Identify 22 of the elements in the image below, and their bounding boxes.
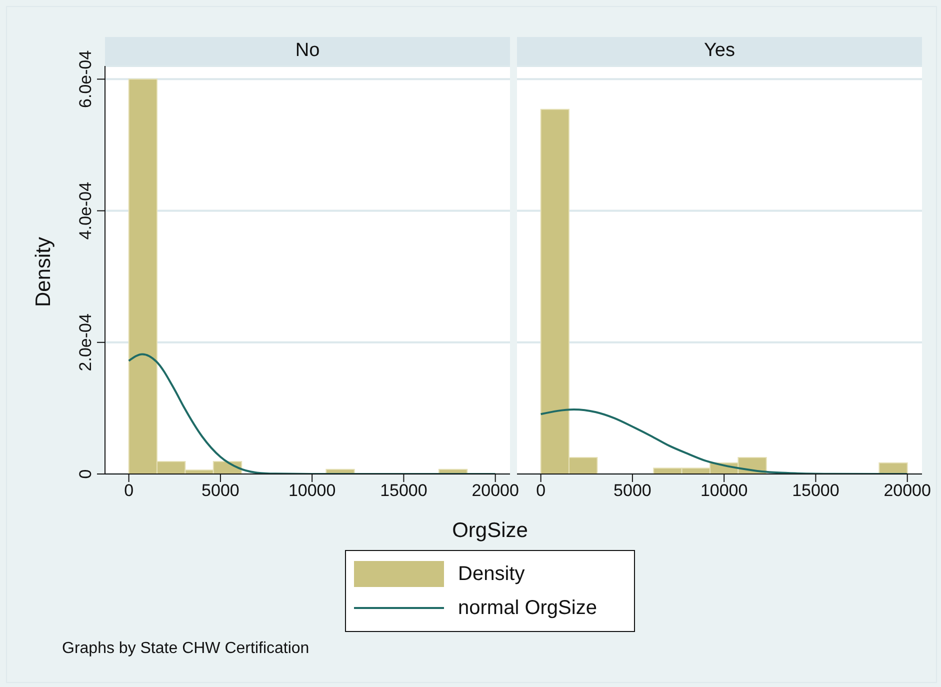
x-tick-label: 20000 — [472, 481, 519, 500]
y-tick-label: 6.0e-04 — [76, 50, 95, 108]
line-series — [128, 353, 496, 474]
x-tick-label: 20000 — [884, 481, 931, 500]
legend-label: normal OrgSize — [458, 596, 597, 620]
chart-title: No — [105, 37, 510, 65]
x-tick-label: 0 — [536, 481, 546, 500]
x-tick-label: 5000 — [614, 481, 652, 500]
x-tick-label: 5000 — [202, 481, 240, 500]
x-tick-label: 0 — [124, 481, 134, 500]
y-tick-label: 2.0e-04 — [76, 314, 95, 372]
x-tick-label: 15000 — [380, 481, 428, 500]
x-tick-label: 10000 — [700, 481, 748, 500]
x-tick-label: 15000 — [792, 481, 840, 500]
y-tick-label: 0 — [76, 469, 95, 479]
legend-label: Density — [458, 562, 525, 586]
text: Graphs by State CHW Certification — [62, 640, 310, 658]
x-axis-title: OrgSize — [452, 519, 528, 543]
y-tick-label: 4.0e-04 — [76, 182, 95, 240]
chart-title: Yes — [517, 37, 922, 65]
x-tick-label: 10000 — [288, 481, 336, 500]
y-axis-title: Density — [32, 236, 56, 308]
